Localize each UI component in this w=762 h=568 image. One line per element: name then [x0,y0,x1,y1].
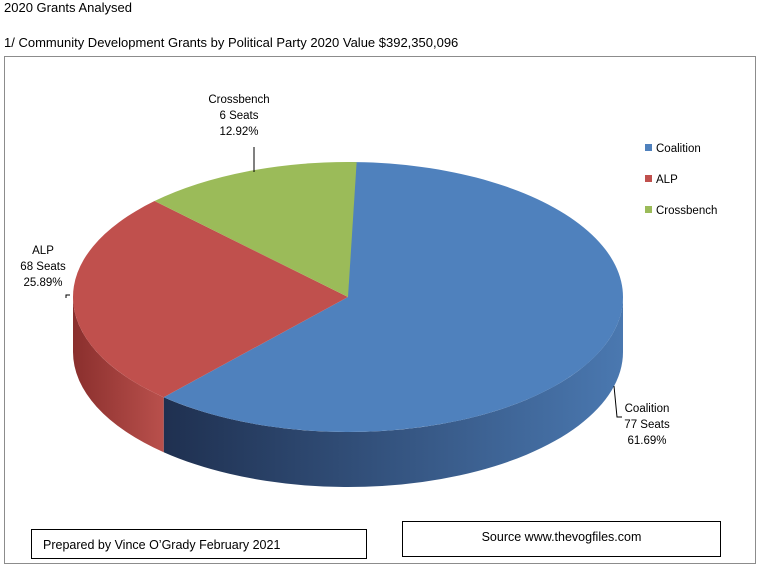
legend-label-alp: ALP [656,174,678,186]
data-label-coalition-name: Coalition [625,403,670,415]
data-label-crossbench-name: Crossbench [208,94,269,106]
slice-crossbench [154,162,357,297]
slice-side-alp [72,297,164,453]
legend-swatch-crossbench [645,206,652,213]
data-label-alp-percent: 25.89% [23,277,62,289]
data-label-coalition-seats: 77 Seats [624,419,670,431]
leader-line-coalition [613,385,622,418]
legend-swatch-coalition [645,144,652,151]
data-label-crossbench-percent: 12.92% [219,126,258,138]
legend: Coalition ALP Crossbench [645,143,717,217]
data-label-alp-name: ALP [32,245,54,257]
legend-label-crossbench: Crossbench [656,205,717,217]
pie-tops [72,162,623,432]
leader-lines [65,147,622,418]
data-label-alp-seats: 68 Seats [20,261,66,273]
source-box: Source www.thevogfiles.com [402,521,721,557]
chart-subheading: 1/ Community Development Grants by Polit… [4,35,459,50]
prepared-by-box: Prepared by Vince O’Grady February 2021 [31,529,367,559]
chart-frame [4,56,756,564]
slice-labels: Coalition 77 Seats 61.69% ALP 68 Seats 25.89%… [20,94,670,447]
slice-side-coalition [163,297,623,487]
slice-coalition [163,162,623,432]
legend-label-coalition: Coalition [656,143,701,155]
slice-alp [72,201,348,398]
pie-sides [72,297,623,487]
leader-line-alp [65,294,70,298]
page-heading: 2020 Grants Analysed [4,0,132,15]
data-label-crossbench-seats: 6 Seats [220,110,259,122]
legend-swatch-alp [645,175,652,182]
data-label-coalition-percent: 61.69% [627,435,666,447]
